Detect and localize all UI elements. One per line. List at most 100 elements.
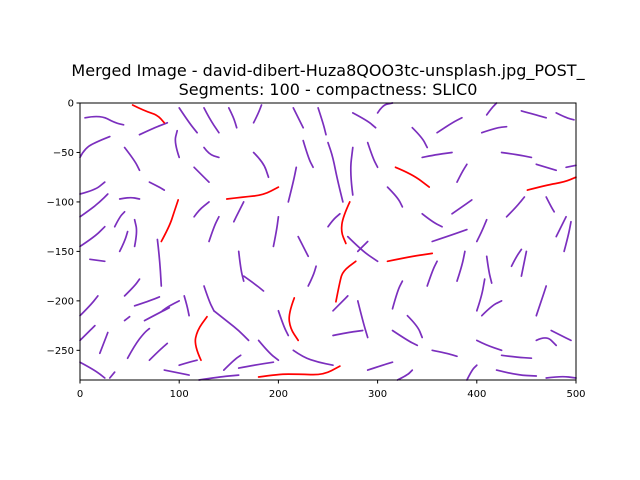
purple-boundary-stroke [113, 210, 126, 228]
purple-boundary-stroke [178, 107, 198, 134]
x-tick-label: 400 [467, 389, 486, 400]
purple-boundary-stroke [426, 260, 438, 287]
purple-boundary-stroke [174, 129, 181, 159]
purple-boundary-stroke [545, 196, 556, 213]
purple-boundary-stroke [292, 107, 305, 129]
purple-boundary-stroke [563, 220, 572, 253]
purple-boundary-stroke [431, 349, 458, 358]
purple-boundary-stroke [222, 354, 242, 371]
purple-boundary-stroke [550, 329, 572, 342]
purple-boundary-stroke [332, 329, 364, 337]
purple-boundary-stroke [396, 369, 414, 381]
purple-boundary-stroke [307, 265, 317, 287]
chart-title: Merged Image - david-dibert-Huza8QOO3tc-… [71, 61, 585, 81]
purple-boundary-stroke [161, 300, 181, 312]
y-tick-label: −50 [53, 148, 74, 159]
purple-boundary-stroke [79, 324, 96, 342]
purple-boundary-stroke [163, 369, 190, 376]
purple-boundary-stroke [203, 107, 220, 134]
purple-boundary-stroke [475, 218, 488, 243]
purple-boundary-stroke [257, 339, 280, 362]
purple-boundary-stroke [500, 354, 533, 360]
purple-boundary-stroke [237, 361, 275, 369]
purple-boundary-stroke [242, 275, 265, 292]
red-boundary-stroke [526, 176, 577, 191]
red-boundary-stroke [225, 186, 280, 200]
purple-boundary-stroke [351, 112, 377, 129]
purple-boundary-stroke [520, 250, 528, 277]
purple-boundary-stroke [555, 215, 567, 238]
y-tick-label: −100 [47, 197, 74, 208]
purple-boundary-stroke [79, 193, 109, 218]
purple-boundary-stroke [178, 359, 198, 367]
purple-boundary-stroke [133, 296, 161, 307]
purple-boundary-stroke [480, 125, 508, 134]
purple-boundary-stroke [98, 331, 109, 355]
purple-boundary-stroke [232, 201, 245, 223]
red-boundary-stroke [194, 315, 208, 362]
purple-boundary-stroke [436, 116, 463, 134]
y-tick-label: 0 [68, 99, 74, 110]
plot-area [79, 102, 577, 381]
purple-boundary-stroke [480, 300, 503, 317]
y-tick-label: −200 [47, 296, 74, 307]
purple-boundary-stroke [123, 315, 131, 322]
purple-boundary-stroke [495, 369, 538, 377]
red-boundary-stroke [394, 166, 431, 188]
purple-boundary-stroke [376, 102, 394, 114]
purple-boundary-stroke [84, 115, 125, 126]
x-tick-label: 200 [269, 389, 288, 400]
purple-boundary-stroke [126, 327, 151, 360]
purple-boundary-stroke [386, 186, 404, 208]
red-boundary-stroke [386, 252, 434, 263]
purple-boundary-stroke [79, 361, 106, 379]
purple-boundary-stroke [123, 146, 141, 172]
purple-boundary-stroke [535, 337, 558, 347]
x-tick-label: 100 [170, 389, 189, 400]
purple-boundary-stroke [118, 196, 141, 200]
purple-boundary-stroke [327, 212, 341, 228]
red-boundary-stroke [257, 365, 341, 378]
x-axis: 0 100 200 300 400 500 [77, 380, 586, 400]
purple-boundary-stroke [349, 146, 354, 196]
purple-boundary-stroke [421, 151, 453, 159]
purple-boundary-stroke [411, 126, 429, 149]
purple-boundary-stroke [332, 295, 349, 312]
purple-boundary-stroke [356, 240, 369, 253]
purple-boundary-stroke [138, 121, 169, 136]
purple-boundary-stroke [456, 250, 466, 282]
purple-boundary-stroke [406, 314, 424, 339]
red-boundary-stroke [160, 199, 180, 243]
purple-boundary-stroke [500, 151, 533, 159]
purple-boundary-stroke [208, 215, 220, 243]
purple-boundary-stroke [297, 235, 310, 258]
purple-boundary-stroke [466, 364, 478, 381]
purple-boundary-stroke [252, 151, 270, 179]
red-boundary-stroke [131, 104, 166, 124]
x-tick-label: 300 [368, 389, 387, 400]
purple-boundary-stroke [475, 278, 486, 312]
plot-frame [79, 102, 577, 381]
purple-boundary-stroke [183, 295, 190, 317]
purple-boundary-stroke [203, 285, 215, 312]
red-boundary-stroke [335, 260, 357, 303]
purple-boundary-stroke [79, 135, 111, 159]
purple-boundary-stroke [505, 196, 526, 218]
purple-boundary-stroke [327, 141, 344, 203]
purple-boundary-stroke [89, 258, 106, 263]
purple-boundary-stroke [545, 375, 577, 379]
purple-boundary-stroke [148, 181, 166, 191]
purple-boundary-stroke [292, 349, 334, 367]
purple-boundary-stroke [485, 102, 498, 116]
purple-boundary-stroke [237, 250, 245, 282]
red-boundary-stroke [288, 297, 300, 342]
purple-boundary-stroke [555, 112, 575, 121]
y-tick-label: −150 [47, 247, 74, 258]
purple-boundary-stroke [366, 141, 379, 169]
purple-boundary-stroke [123, 278, 141, 297]
purple-boundary-stroke [79, 225, 106, 248]
purple-boundary-stroke [193, 201, 210, 218]
purple-boundary-stroke [391, 329, 419, 347]
purple-boundary-stroke [198, 374, 240, 381]
purple-boundary-stroke [203, 146, 220, 159]
